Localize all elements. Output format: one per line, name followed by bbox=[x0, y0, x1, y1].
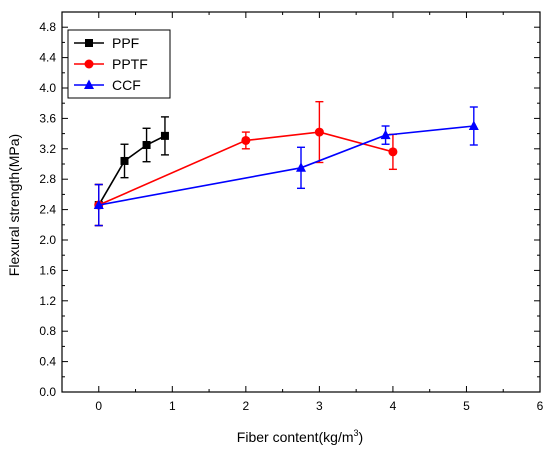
series-ppf bbox=[94, 116, 169, 227]
x-tick-label: 4 bbox=[390, 399, 397, 413]
data-point bbox=[314, 127, 324, 137]
data-point bbox=[388, 147, 398, 157]
x-tick-label: 1 bbox=[169, 399, 176, 413]
data-point bbox=[468, 120, 479, 130]
x-axis-title: Fiber content(kg/m3) bbox=[237, 428, 363, 445]
y-tick-label: 0.0 bbox=[39, 385, 56, 399]
data-point bbox=[93, 199, 104, 210]
legend-marker bbox=[84, 79, 94, 89]
legend-entry-ccf: CCF bbox=[74, 77, 141, 93]
legend: PPF PPTF CCF bbox=[67, 29, 171, 99]
x-tick-label: 5 bbox=[463, 399, 470, 413]
y-tick-label: 0.4 bbox=[39, 355, 56, 369]
legend-label: PPF bbox=[112, 35, 139, 51]
legend-label: CCF bbox=[112, 77, 141, 93]
y-tick-label: 4.4 bbox=[39, 51, 56, 65]
data-point bbox=[380, 129, 391, 140]
x-tick-label: 6 bbox=[537, 399, 544, 413]
plot-area bbox=[93, 100, 479, 227]
x-axis-title-tail: ) bbox=[359, 429, 364, 445]
y-tick-label: 0.8 bbox=[39, 324, 56, 338]
y-tick-label: 2.0 bbox=[39, 233, 56, 247]
y-tick-label: 4.0 bbox=[39, 81, 56, 95]
x-axis-title-superscript: 3 bbox=[354, 428, 359, 438]
legend-entry-ppf: PPF bbox=[74, 35, 139, 51]
y-tick-label: 4.8 bbox=[39, 20, 56, 34]
series-ccf bbox=[93, 106, 479, 227]
y-tick-label: 3.2 bbox=[39, 142, 56, 156]
data-point bbox=[120, 156, 129, 165]
data-point bbox=[296, 162, 306, 172]
legend-marker bbox=[85, 39, 93, 47]
legend-marker bbox=[84, 59, 94, 69]
series-line-ccf bbox=[98, 125, 474, 206]
y-tick-label: 2.4 bbox=[39, 203, 56, 217]
y-tick-label: 1.2 bbox=[39, 294, 56, 308]
y-tick-label: 3.6 bbox=[39, 111, 56, 125]
series-pptf bbox=[94, 100, 398, 227]
series-line-pptf bbox=[98, 131, 394, 206]
x-axis-title-main: Fiber content(kg/m bbox=[237, 429, 354, 445]
y-axis-title: Flexural strength(MPa) bbox=[6, 134, 22, 276]
data-point bbox=[142, 141, 151, 149]
y-tick-label: 1.6 bbox=[39, 263, 56, 277]
legend-label: PPTF bbox=[112, 56, 148, 72]
y-tick-label: 2.8 bbox=[39, 172, 56, 186]
plot-frame bbox=[61, 11, 541, 393]
legend-entry-pptf: PPTF bbox=[74, 56, 148, 72]
data-point bbox=[160, 131, 169, 140]
data-point bbox=[241, 135, 251, 145]
x-tick-label: 2 bbox=[243, 399, 250, 413]
x-tick-label: 3 bbox=[316, 399, 323, 413]
series-line-ppf bbox=[98, 135, 166, 206]
x-tick-label: 0 bbox=[95, 399, 102, 413]
axes: 0 1 2 3 4 5 6 0.0 0.4 0.8 1.2 1.6 2.0 2.4 2.8 3.2 3.6 4.0… bbox=[39, 11, 544, 413]
